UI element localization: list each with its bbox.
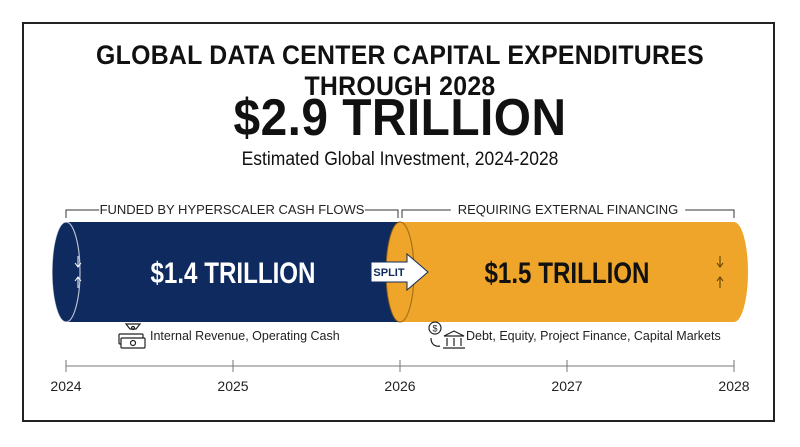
subtitle: Estimated Global Investment, 2024-2028 <box>241 149 559 170</box>
segment-2: $1.5 TRILLION Debt, Equity, Project Finan… <box>385 221 748 343</box>
segment-value-label: $1.4 TRILLION <box>151 257 316 290</box>
money-stack-icon <box>118 323 146 349</box>
axis-tick-label: 2026 <box>384 378 415 394</box>
cap-arrow-icon <box>74 276 82 288</box>
bank-dollar-icon: $ <box>428 321 465 349</box>
segment-note: Internal Revenue, Operating Cash <box>150 329 340 343</box>
segment-bracket: FUNDED BY HYPERSCALER CASH FLOWS <box>65 202 399 218</box>
segment-cap <box>51 221 81 323</box>
axis-tick-label: 2024 <box>50 378 81 394</box>
split-arrow-icon: SPLIT <box>370 252 429 292</box>
axis-tick-label: 2028 <box>718 378 749 394</box>
cap-arrow-icon <box>716 256 724 268</box>
infographic-frame <box>22 22 775 422</box>
axis-tick-label: 2025 <box>217 378 248 394</box>
segment-bar <box>386 222 748 322</box>
split-label: SPLIT <box>373 267 404 279</box>
segment-bracket: REQUIRING EXTERNAL FINANCING <box>401 202 735 218</box>
cap-arrow-icon <box>716 276 724 288</box>
svg-text:$: $ <box>432 324 437 334</box>
segment-1: $1.4 TRILLION Internal Revenue, Operating… <box>51 221 414 343</box>
cap-arrow-icon <box>74 256 82 268</box>
segment-bar <box>52 222 414 322</box>
axis-tick-label: 2027 <box>551 378 582 394</box>
bracket-label: FUNDED BY HYPERSCALER CASH FLOWS <box>100 202 365 217</box>
bracket-label: REQUIRING EXTERNAL FINANCING <box>458 202 679 217</box>
page-title: GLOBAL DATA CENTER CAPITAL EXPENDITURES … <box>96 40 704 101</box>
segment-note: Debt, Equity, Project Finance, Capital M… <box>466 329 721 343</box>
segment-value-label: $1.5 TRILLION <box>485 257 650 290</box>
total-value: $2.9 TRILLION <box>233 89 567 147</box>
